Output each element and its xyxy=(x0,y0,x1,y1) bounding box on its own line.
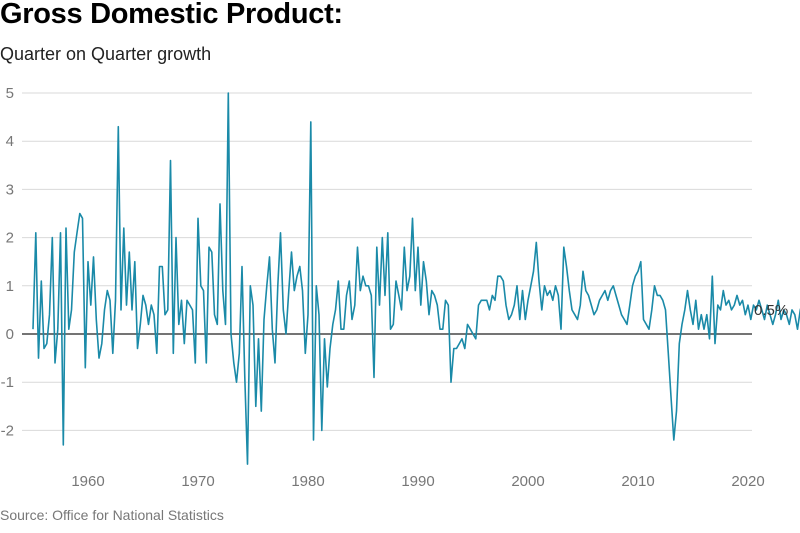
chart-subtitle: Quarter on Quarter growth xyxy=(0,44,212,64)
y-tick-label: 1 xyxy=(6,278,14,295)
y-tick-label: 2 xyxy=(6,230,14,247)
x-tick-label: 1970 xyxy=(181,473,214,490)
x-tick-label: 1990 xyxy=(401,473,434,490)
x-tick-label: 1980 xyxy=(291,473,324,490)
y-axis-ticks: 5 4 3 2 1 0 -1 -2 xyxy=(1,85,14,439)
y-tick-label: -2 xyxy=(1,422,14,439)
x-axis-ticks: 1960 1970 1980 1990 2000 2010 2020 xyxy=(71,473,764,490)
latest-value-label: 0.5% xyxy=(754,302,788,319)
y-tick-label: 0 xyxy=(6,326,14,343)
y-tick-label: 5 xyxy=(6,85,14,102)
y-tick-label: 3 xyxy=(6,181,14,198)
source-note: Source: Office for National Statistics xyxy=(0,507,224,523)
y-tick-label: 4 xyxy=(6,133,14,150)
x-tick-label: 2020 xyxy=(731,473,764,490)
y-tick-label: -1 xyxy=(1,374,14,391)
gdp-growth-line xyxy=(32,92,800,465)
x-tick-label: 2000 xyxy=(511,473,544,490)
x-tick-label: 2010 xyxy=(621,473,654,490)
grid-lines xyxy=(22,92,752,431)
x-tick-label: 1960 xyxy=(71,473,104,490)
chart-title: Gross Domestic Product: xyxy=(0,0,343,30)
